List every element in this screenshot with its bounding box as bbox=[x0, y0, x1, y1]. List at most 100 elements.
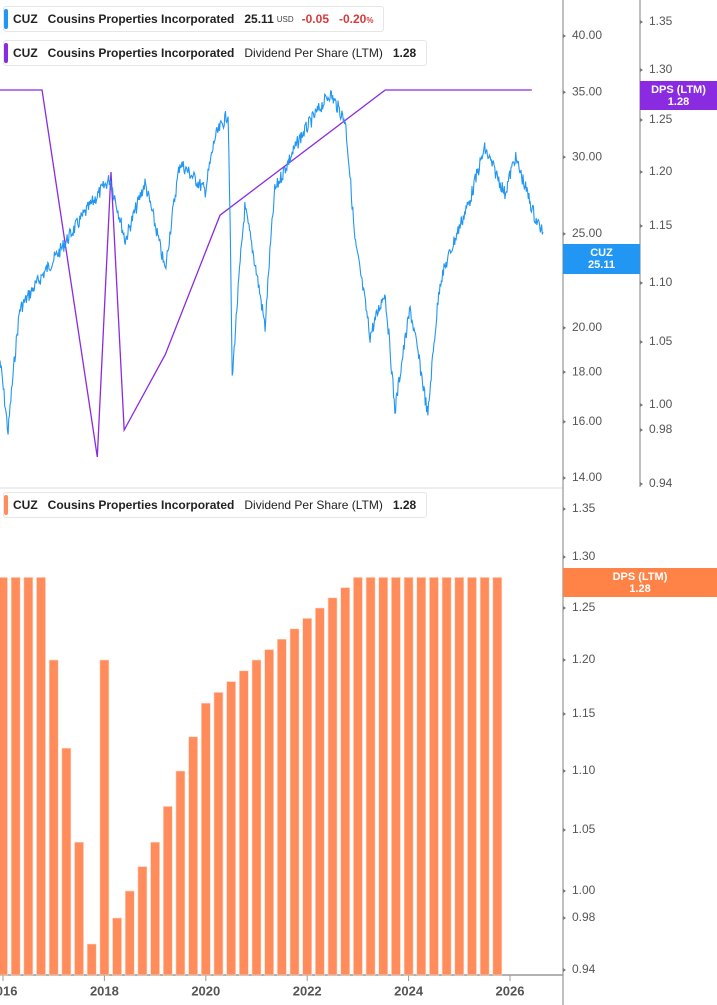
dps-axis-tick bbox=[640, 482, 643, 486]
price-axis-tick bbox=[563, 231, 566, 236]
dps-bar bbox=[48, 659, 59, 976]
bar-axis-label: 0.98 bbox=[572, 910, 596, 924]
legend-price[interactable]: CUZ Cousins Properties Incorporated 25.1… bbox=[3, 6, 385, 32]
dps-bar bbox=[213, 692, 224, 976]
dps-axis-tick bbox=[640, 170, 643, 174]
price-axis-label: 20.00 bbox=[572, 320, 602, 334]
bar-axis-tick bbox=[563, 968, 566, 972]
legend-ticker: CUZ bbox=[13, 46, 38, 60]
dps-bar bbox=[416, 577, 427, 976]
dps-axis-label: 0.94 bbox=[649, 476, 673, 490]
dps-bottom-tag: DPS (LTM) 1.28 bbox=[563, 568, 717, 597]
x-axis-label: 2024 bbox=[394, 983, 424, 998]
dps-bar bbox=[61, 747, 72, 976]
dps-bar bbox=[289, 628, 300, 976]
dps-bar bbox=[441, 577, 452, 976]
price-axis-label: 40.00 bbox=[572, 28, 602, 42]
legend-price-value: 25.11 bbox=[244, 12, 274, 26]
price-axis-tick bbox=[563, 370, 566, 375]
dps-axis-tick bbox=[640, 428, 643, 432]
price-axis-tick bbox=[563, 34, 566, 38]
price-line bbox=[0, 89, 544, 435]
legend-color-swatch bbox=[4, 43, 8, 63]
price-axis-label: 16.00 bbox=[572, 414, 602, 428]
bar-axis-label: 1.30 bbox=[572, 549, 596, 563]
dps-axis-tick bbox=[640, 403, 643, 407]
legend-ticker: CUZ bbox=[13, 498, 38, 512]
dps-bar bbox=[124, 890, 135, 976]
bar-axis-label: 1.05 bbox=[572, 822, 596, 836]
dps-bar bbox=[137, 866, 148, 976]
dps-axis-label: 1.00 bbox=[649, 397, 673, 411]
dps-bar bbox=[175, 770, 186, 976]
bar-axis-label: 1.15 bbox=[572, 706, 596, 720]
dps-axis-tick bbox=[640, 340, 643, 344]
bar-axis-tick bbox=[563, 658, 566, 662]
bar-axis-tick bbox=[563, 712, 566, 716]
price-axis-tick bbox=[563, 155, 566, 160]
dps-axis-label: 1.35 bbox=[649, 14, 673, 28]
dps-tag-value: 1.28 bbox=[629, 582, 651, 595]
legend-color-swatch bbox=[4, 9, 8, 29]
dps-bar bbox=[340, 587, 351, 976]
legend-dps-bottom[interactable]: CUZ Cousins Properties Incorporated Divi… bbox=[3, 492, 428, 518]
dps-bar bbox=[454, 577, 465, 976]
legend-currency: USD bbox=[276, 14, 294, 24]
bar-axis-label: 1.25 bbox=[572, 600, 596, 614]
legend-change-pct: -0.20% bbox=[339, 12, 373, 26]
dps-tag-value: 1.28 bbox=[667, 95, 690, 108]
dps-axis-label: 1.15 bbox=[649, 218, 673, 232]
dps-bar bbox=[74, 841, 84, 976]
dps-bar bbox=[403, 577, 414, 976]
price-axis-label: 18.00 bbox=[572, 364, 602, 378]
bar-axis-label: 1.10 bbox=[572, 763, 596, 777]
dps-axis-label: 1.10 bbox=[649, 275, 673, 289]
x-axis-label: 2026 bbox=[496, 983, 525, 998]
dps-bar bbox=[226, 681, 236, 976]
dps-bar bbox=[315, 607, 325, 976]
dps-line bbox=[0, 89, 532, 458]
legend-change: -0.05 bbox=[301, 12, 329, 26]
price-axis-tick bbox=[563, 475, 566, 480]
dps-bar bbox=[10, 577, 21, 976]
dps-bar bbox=[251, 659, 262, 976]
legend-company-name: Cousins Properties Incorporated bbox=[47, 12, 235, 26]
price-axis-tick bbox=[563, 419, 566, 424]
bar-axis-label: 1.20 bbox=[572, 652, 596, 666]
dps-bar bbox=[492, 577, 503, 976]
dps-bar bbox=[201, 702, 211, 976]
dps-axis-label: 1.25 bbox=[649, 112, 673, 126]
price-tag-label: CUZ bbox=[590, 247, 613, 259]
dps-axis-label: 0.98 bbox=[649, 422, 673, 436]
bar-axis-tick bbox=[563, 916, 566, 920]
pct-sign: % bbox=[366, 16, 374, 25]
dps-top-tag: DPS (LTM) 1.28 bbox=[640, 81, 717, 110]
x-axis-label: 2020 bbox=[191, 983, 220, 998]
legend-dps-top[interactable]: CUZ Cousins Properties Incorporated Divi… bbox=[3, 40, 428, 66]
bar-axis-label: 1.35 bbox=[572, 501, 596, 515]
dps-axis-tick bbox=[640, 224, 643, 228]
bar-axis-tick bbox=[563, 769, 566, 773]
dps-bar bbox=[150, 841, 160, 976]
price-tag-value: 25.11 bbox=[588, 259, 615, 271]
change-pct-value: -0.20 bbox=[339, 12, 367, 26]
dps-bar bbox=[0, 577, 8, 976]
dps-bar bbox=[327, 597, 338, 976]
dps-axis-label: 1.30 bbox=[649, 62, 673, 76]
bar-axis-tick bbox=[563, 555, 566, 559]
dps-bar bbox=[36, 577, 46, 976]
bar-axis-label: 0.94 bbox=[572, 962, 596, 976]
x-axis-label: 2022 bbox=[293, 983, 322, 998]
legend-color-swatch bbox=[4, 495, 8, 515]
bar-axis-tick bbox=[563, 889, 566, 893]
dps-bar bbox=[99, 659, 110, 976]
dps-bar bbox=[391, 577, 401, 976]
dps-bar bbox=[264, 649, 274, 976]
dps-bar bbox=[378, 577, 389, 976]
dps-bar bbox=[353, 577, 363, 976]
dps-bar bbox=[467, 577, 477, 976]
legend-ticker: CUZ bbox=[13, 12, 38, 26]
dps-bar bbox=[277, 638, 287, 976]
dps-bar bbox=[86, 943, 97, 976]
